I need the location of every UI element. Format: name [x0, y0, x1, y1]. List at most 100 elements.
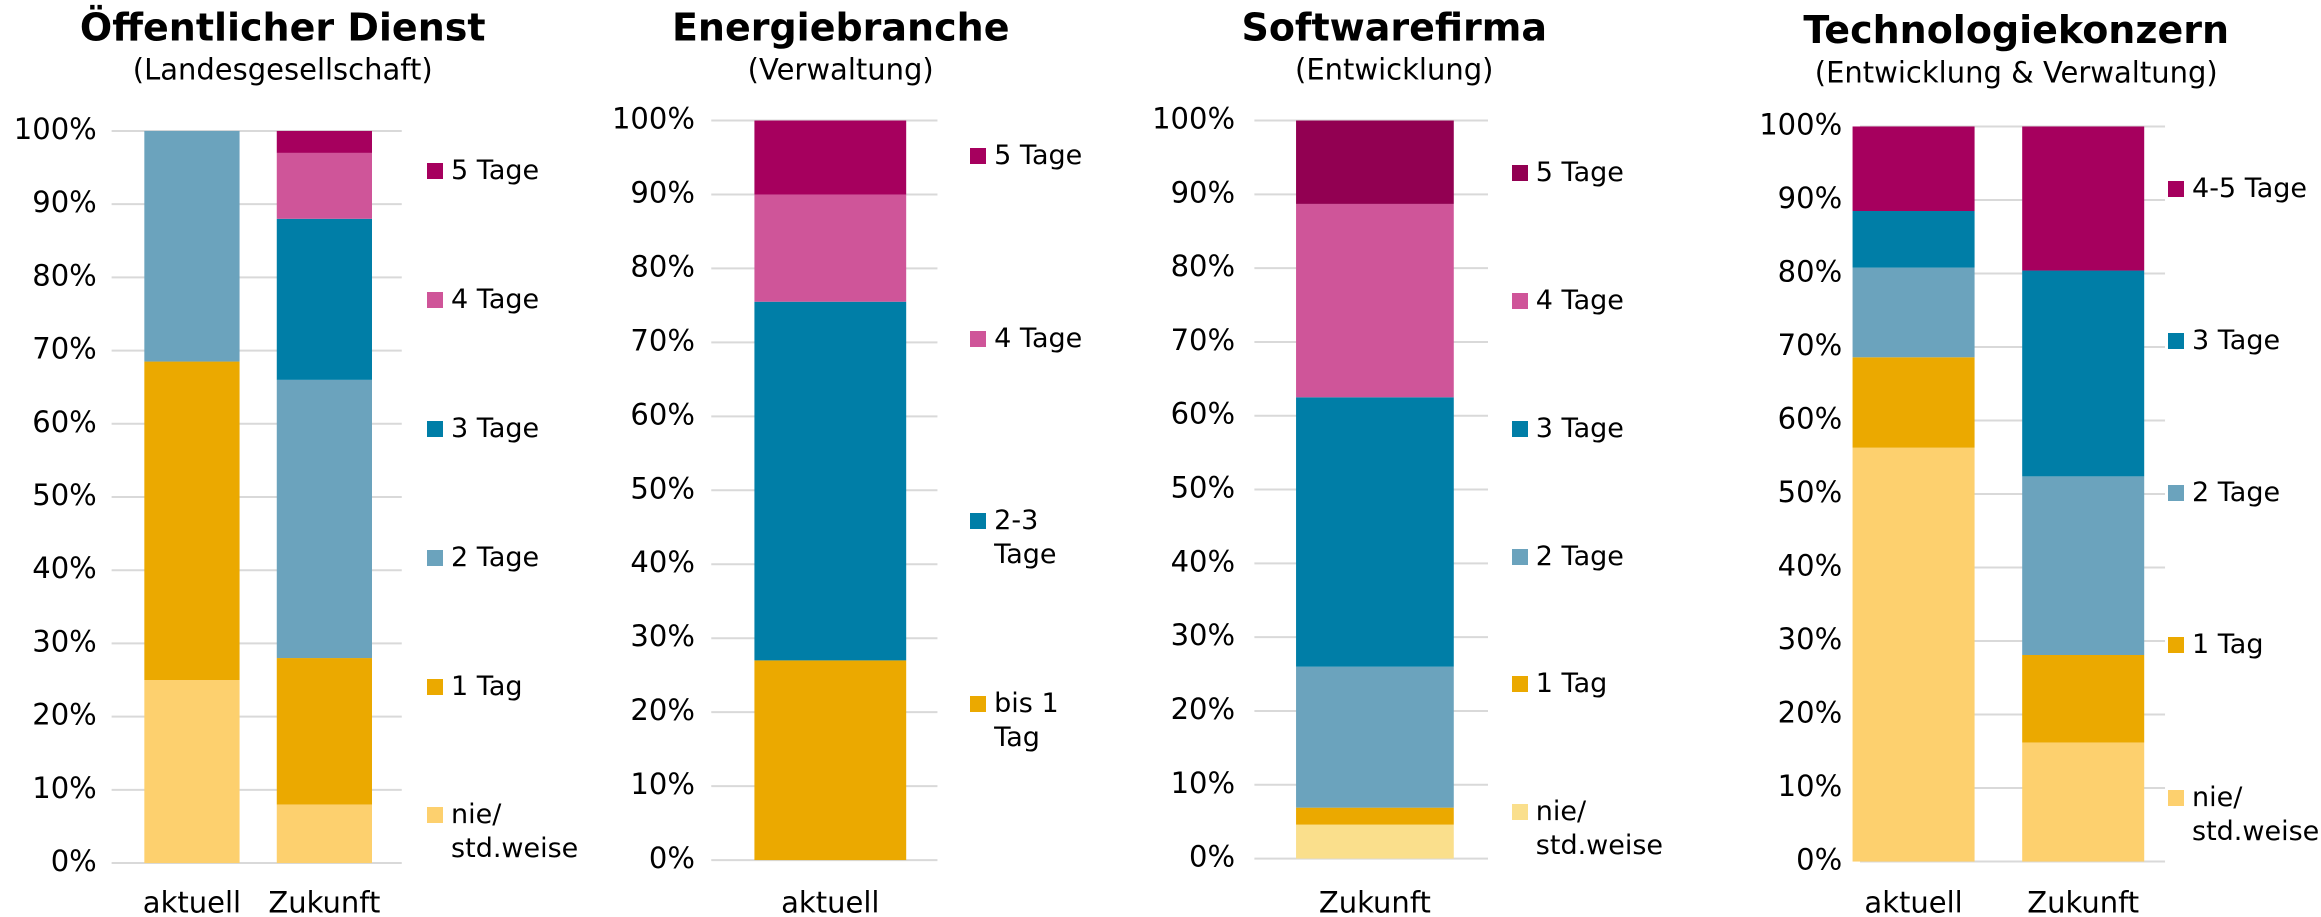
bar-segment	[1296, 824, 1454, 859]
chart-title: Energiebranche	[672, 5, 1010, 49]
bar-segment	[276, 658, 372, 805]
legend-swatch	[1511, 804, 1528, 821]
legend-swatch	[427, 163, 444, 180]
bar-segment	[1296, 120, 1454, 204]
y-tick-label: 30%	[1171, 618, 1235, 652]
y-tick-label: 90%	[630, 175, 694, 209]
chart-title: Öffentlicher Dienst	[80, 5, 486, 49]
legend-label: 4-5 Tage	[2192, 172, 2308, 204]
legend-label: 4 Tage	[994, 322, 1083, 354]
legend-swatch	[427, 420, 444, 437]
y-tick-label: 80%	[1171, 249, 1235, 283]
chart-subtitle: (Verwaltung)	[748, 52, 934, 86]
legend-label: 2-3 Tage	[994, 505, 1057, 571]
legend-label: 5 Tage	[994, 140, 1083, 172]
bar-segment	[1852, 126, 1975, 212]
legend-swatch	[970, 513, 987, 530]
y-tick-label: 90%	[1778, 181, 1842, 215]
y-tick-label: 50%	[32, 478, 96, 512]
chart-title: Technologiekonzern	[1803, 8, 2229, 52]
y-tick-label: 60%	[630, 397, 694, 431]
y-tick-label: 80%	[1778, 254, 1842, 288]
x-tick-label: Zukunft	[2027, 886, 2139, 917]
y-tick-label: 30%	[630, 619, 694, 653]
x-tick-label: Zukunft	[268, 886, 380, 917]
y-tick-label: 100%	[1759, 107, 1842, 141]
bar-segment	[144, 361, 240, 681]
y-tick-label: 90%	[1171, 175, 1235, 209]
legend-swatch	[2168, 180, 2185, 197]
x-tick-label: aktuell	[781, 886, 879, 917]
legend-label: nie/ std.weise	[451, 799, 579, 865]
y-tick-label: 100%	[612, 102, 695, 136]
legend-label: nie/ std.weise	[2192, 781, 2320, 847]
legend-swatch	[1511, 548, 1528, 565]
y-tick-label: 60%	[32, 405, 96, 439]
y-tick-label: 10%	[630, 767, 694, 801]
legend-label: 2 Tage	[451, 541, 540, 573]
legend-label: 3 Tage	[2192, 325, 2281, 357]
y-tick-label: 0%	[1189, 840, 1235, 874]
y-tick-label: 60%	[1171, 397, 1235, 431]
y-tick-label: 100%	[14, 112, 97, 146]
legend-swatch	[2168, 485, 2185, 502]
legend-swatch	[1511, 676, 1528, 693]
x-tick-label: Zukunft	[1319, 886, 1431, 917]
legend-label: 5 Tage	[451, 155, 540, 187]
bar-segment	[144, 130, 240, 362]
legend-swatch	[427, 678, 444, 695]
legend-swatch	[970, 330, 987, 347]
bar-segment	[1852, 267, 1975, 358]
legend-swatch	[2168, 789, 2185, 806]
y-tick-label: 30%	[1778, 622, 1842, 656]
bar-segment	[1852, 211, 1975, 268]
y-tick-label: 0%	[51, 844, 97, 878]
legend-label: bis 1 Tag	[994, 687, 1059, 753]
legend-swatch	[427, 549, 444, 566]
legend-swatch	[2168, 333, 2185, 350]
chart-subtitle: (Entwicklung & Verwaltung)	[1815, 55, 2218, 89]
bar-segment	[2022, 742, 2145, 862]
legend-swatch	[2168, 637, 2185, 654]
bar-segment	[1296, 397, 1454, 667]
legend-swatch	[427, 291, 444, 308]
y-tick-label: 30%	[32, 624, 96, 658]
bar-segment	[276, 152, 372, 219]
y-tick-label: 20%	[1778, 696, 1842, 730]
y-tick-label: 50%	[1171, 471, 1235, 505]
y-tick-label: 50%	[630, 471, 694, 505]
y-tick-label: 40%	[1171, 544, 1235, 578]
y-tick-label: 70%	[1171, 323, 1235, 357]
y-tick-label: 100%	[1152, 102, 1235, 136]
x-tick-label: aktuell	[1864, 886, 1962, 917]
bar-segment	[754, 120, 907, 195]
bar-segment	[754, 301, 907, 661]
y-tick-label: 60%	[1778, 402, 1842, 436]
y-tick-label: 40%	[1778, 549, 1842, 583]
y-tick-label: 20%	[630, 693, 694, 727]
y-tick-label: 10%	[32, 771, 96, 805]
y-tick-label: 80%	[630, 249, 694, 283]
bar-segment	[276, 218, 372, 380]
y-tick-label: 90%	[32, 185, 96, 219]
y-tick-label: 70%	[32, 332, 96, 366]
bar-segment	[276, 379, 372, 659]
legend-label: 3 Tage	[451, 412, 540, 444]
legend-swatch	[1511, 164, 1528, 181]
bar-segment	[1296, 666, 1454, 808]
legend-swatch	[970, 148, 987, 165]
chart-title: Softwarefirma	[1241, 5, 1547, 49]
legend-label: 3 Tage	[1535, 412, 1624, 444]
y-tick-label: 10%	[1778, 769, 1842, 803]
y-tick-label: 10%	[1171, 766, 1235, 800]
legend-swatch	[1511, 292, 1528, 309]
bar-segment	[276, 130, 372, 153]
legend-label: 1 Tag	[451, 670, 523, 702]
x-tick-label: aktuell	[143, 886, 241, 917]
legend-label: 2 Tage	[1535, 540, 1624, 572]
legend-label: 5 Tage	[1535, 156, 1624, 188]
y-tick-label: 0%	[1796, 843, 1842, 877]
legend-label: 4 Tage	[1535, 284, 1624, 316]
